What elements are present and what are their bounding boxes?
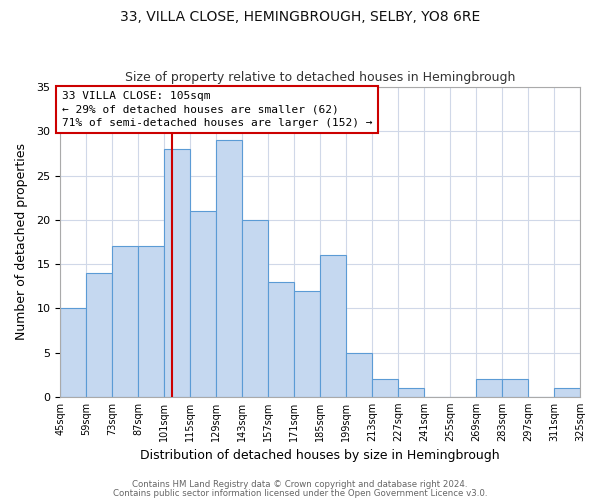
Text: 33, VILLA CLOSE, HEMINGBROUGH, SELBY, YO8 6RE: 33, VILLA CLOSE, HEMINGBROUGH, SELBY, YO…: [120, 10, 480, 24]
Bar: [502, 379, 528, 397]
Bar: [398, 388, 424, 397]
Bar: [295, 290, 320, 397]
Bar: [86, 273, 112, 397]
Text: Contains HM Land Registry data © Crown copyright and database right 2024.: Contains HM Land Registry data © Crown c…: [132, 480, 468, 489]
Bar: [139, 246, 164, 397]
Bar: [268, 282, 294, 397]
Bar: [112, 246, 138, 397]
Text: 33 VILLA CLOSE: 105sqm
← 29% of detached houses are smaller (62)
71% of semi-det: 33 VILLA CLOSE: 105sqm ← 29% of detached…: [62, 92, 373, 128]
Bar: [190, 211, 216, 397]
Bar: [554, 388, 580, 397]
Y-axis label: Number of detached properties: Number of detached properties: [15, 144, 28, 340]
Bar: [476, 379, 502, 397]
Title: Size of property relative to detached houses in Hemingbrough: Size of property relative to detached ho…: [125, 72, 515, 85]
Bar: [346, 352, 372, 397]
Bar: [320, 255, 346, 397]
Bar: [242, 220, 268, 397]
Text: Contains public sector information licensed under the Open Government Licence v3: Contains public sector information licen…: [113, 488, 487, 498]
Bar: [61, 308, 86, 397]
Bar: [373, 379, 398, 397]
X-axis label: Distribution of detached houses by size in Hemingbrough: Distribution of detached houses by size …: [140, 450, 500, 462]
Bar: [164, 149, 190, 397]
Bar: [217, 140, 242, 397]
